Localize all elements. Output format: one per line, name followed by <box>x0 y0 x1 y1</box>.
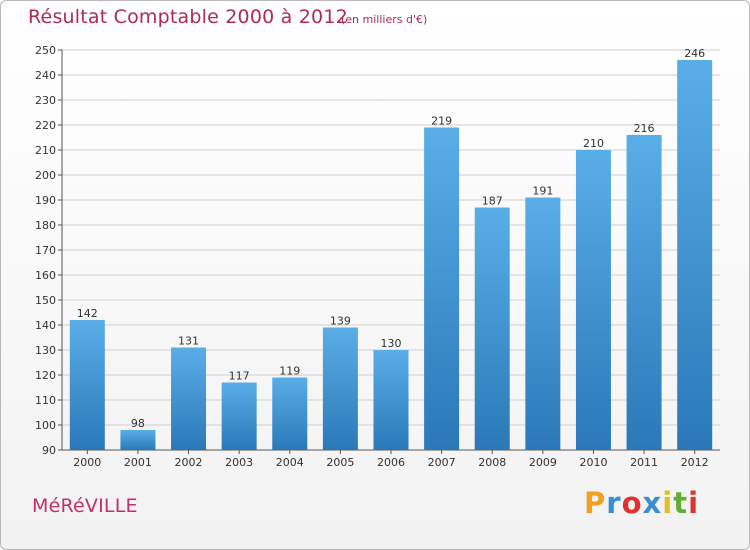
bar-2000 <box>69 320 105 450</box>
bar-2010 <box>575 150 611 450</box>
bar-2008 <box>474 207 510 450</box>
y-tick-label: 210 <box>35 144 56 157</box>
y-tick-label: 100 <box>35 419 56 432</box>
x-tick-label: 2005 <box>326 456 354 469</box>
y-tick-label: 120 <box>35 369 56 382</box>
bars: 142 98 131 117 119 139 130 219 187 191 210 216 246 <box>69 47 713 450</box>
bar-value-label: 246 <box>684 47 705 60</box>
x-tick-label: 2012 <box>681 456 709 469</box>
y-tick-label: 220 <box>35 119 56 132</box>
bar-value-label: 219 <box>431 115 452 128</box>
bar-value-label: 130 <box>381 337 402 350</box>
logo-letter: t <box>673 486 689 520</box>
y-tick-label: 140 <box>35 319 56 332</box>
logo-letter: o <box>621 486 643 520</box>
x-tick-label: 2007 <box>428 456 456 469</box>
x-tick-label: 2011 <box>630 456 658 469</box>
x-tick-label: 2010 <box>579 456 607 469</box>
bar-2005 <box>322 327 358 450</box>
chart-subtitle: (en milliers d'€) <box>341 13 428 26</box>
x-tick-label: 2008 <box>478 456 506 469</box>
bar-value-label: 117 <box>229 370 250 383</box>
x-tick-label: 2001 <box>124 456 152 469</box>
x-tick-label: 2000 <box>73 456 101 469</box>
y-tick-label: 160 <box>35 269 56 282</box>
x-tick-label: 2004 <box>276 456 304 469</box>
city-name: MéRéVILLE <box>32 495 138 517</box>
x-tick-label: 2009 <box>529 456 557 469</box>
bar-value-label: 210 <box>583 137 604 150</box>
bar-value-label: 216 <box>634 122 655 135</box>
bar-2004 <box>272 377 308 450</box>
y-tick-label: 250 <box>35 44 56 57</box>
logo-letter: i <box>688 486 700 520</box>
bar-2011 <box>626 135 662 450</box>
bar-value-label: 119 <box>279 365 300 378</box>
bar-2003 <box>221 382 257 450</box>
y-tick-label: 230 <box>35 94 56 107</box>
bar-value-label: 142 <box>77 307 98 320</box>
logo-letter: r <box>606 486 622 520</box>
bar-2002 <box>171 347 207 450</box>
x-tick-label: 2002 <box>175 456 203 469</box>
bar-value-label: 131 <box>178 335 199 348</box>
bar-value-label: 187 <box>482 195 503 208</box>
chart-title: Résultat Comptable 2000 à 2012 <box>28 6 348 28</box>
bar-2012 <box>677 60 713 450</box>
bar-2006 <box>373 350 409 450</box>
logo-letter: x <box>642 486 663 520</box>
y-tick-label: 110 <box>35 394 56 407</box>
x-tick-label: 2003 <box>225 456 253 469</box>
bar-2001 <box>120 430 156 450</box>
bar-2009 <box>525 197 561 450</box>
y-tick-label: 150 <box>35 294 56 307</box>
logo-letter: i <box>662 486 674 520</box>
y-tick-label: 90 <box>42 444 56 457</box>
bar-2007 <box>424 127 460 450</box>
x-tick-label: 2006 <box>377 456 405 469</box>
logo-letter: P <box>584 486 607 520</box>
x-axis: 2000 2001 2002 2003 2004 2005 2006 2007 2008 2009… <box>73 450 709 469</box>
y-tick-label: 240 <box>35 69 56 82</box>
bar-value-label: 98 <box>131 417 145 430</box>
proxiti-logo[interactable]: Proxiti <box>584 486 699 520</box>
y-tick-label: 190 <box>35 194 56 207</box>
y-tick-label: 200 <box>35 169 56 182</box>
bar-value-label: 139 <box>330 315 351 328</box>
y-tick-label: 130 <box>35 344 56 357</box>
y-tick-label: 180 <box>35 219 56 232</box>
y-tick-label: 170 <box>35 244 56 257</box>
bar-value-label: 191 <box>532 185 553 198</box>
